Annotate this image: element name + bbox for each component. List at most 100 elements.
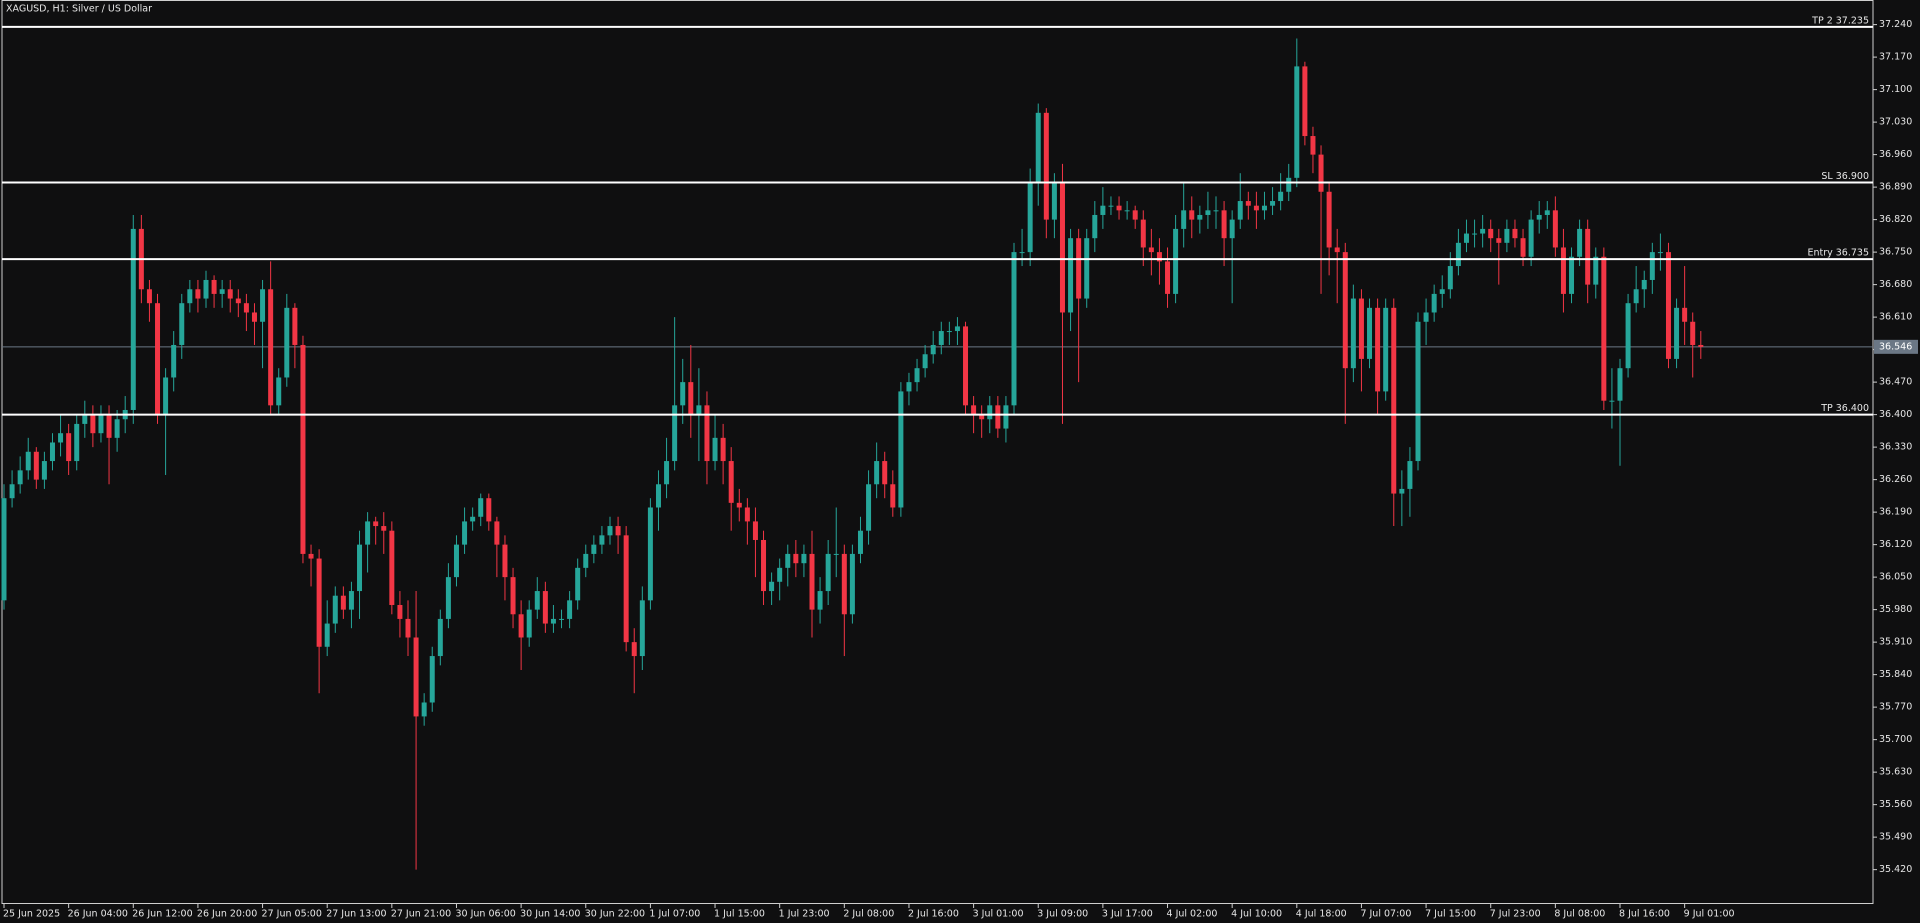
candle-body <box>348 591 354 610</box>
candle-body <box>647 507 653 601</box>
candle-body <box>1100 205 1106 215</box>
candle-body <box>631 642 637 657</box>
y-tick-label: 37.240 <box>1879 19 1912 30</box>
candle-body <box>1601 256 1607 401</box>
candle-body <box>1011 252 1017 406</box>
candle-body <box>664 461 670 485</box>
x-tick-label: 27 Jun 13:00 <box>326 909 386 920</box>
candle-body <box>1140 219 1146 248</box>
x-tick-label: 4 Jul 10:00 <box>1231 909 1282 920</box>
x-tick-label: 8 Jul 16:00 <box>1619 909 1670 920</box>
candle-body <box>1124 210 1130 212</box>
candle-body <box>1633 289 1639 304</box>
candle-body <box>655 484 661 508</box>
candle-body <box>874 461 880 485</box>
candle-body <box>292 307 298 345</box>
x-tick-label: 1 Jul 15:00 <box>714 909 765 920</box>
candle-body <box>1156 252 1162 262</box>
y-tick-label: 37.170 <box>1879 52 1912 63</box>
candle-body <box>1334 247 1340 253</box>
candle-body <box>696 405 702 415</box>
candle-body <box>1286 177 1292 192</box>
candle-body <box>1189 210 1195 220</box>
candle-body <box>1690 321 1696 345</box>
plot-frame <box>1 0 1874 904</box>
candle-body <box>1 498 7 601</box>
candle-body <box>946 331 952 333</box>
candle-body <box>761 539 767 592</box>
x-tick-label: 8 Jul 08:00 <box>1554 909 1605 920</box>
candle-body <box>1480 228 1486 234</box>
candle-body <box>1407 461 1413 489</box>
candle-body <box>841 553 847 615</box>
x-tick-label: 26 Jun 20:00 <box>197 909 257 920</box>
candle-body <box>542 591 548 624</box>
candle-body <box>890 484 896 508</box>
candle-body <box>550 618 556 624</box>
candle-body <box>33 451 39 480</box>
y-tick-label: 36.330 <box>1879 442 1912 453</box>
candle-body <box>373 521 379 527</box>
candle-body <box>413 637 419 717</box>
chart-title: XAGUSD, H1: Silver / US Dollar <box>6 4 152 15</box>
candle-body <box>1512 228 1518 239</box>
candle-body <box>1358 298 1364 359</box>
candle-body <box>1108 205 1114 207</box>
candle-body <box>1504 228 1510 243</box>
y-tick-label: 36.610 <box>1879 312 1912 323</box>
candle-body <box>502 544 508 578</box>
candle-body <box>1068 238 1074 313</box>
y-tick-label: 36.260 <box>1879 474 1912 485</box>
candle-body <box>98 414 104 434</box>
candle-body <box>478 498 484 517</box>
candle-body <box>510 577 516 615</box>
x-tick-label: 7 Jul 15:00 <box>1425 909 1476 920</box>
candle-body <box>106 414 112 438</box>
x-tick-label: 3 Jul 09:00 <box>1037 909 1088 920</box>
candle-body <box>251 312 257 322</box>
candle-body <box>49 442 55 462</box>
last-price-box <box>1874 339 1918 354</box>
candle-body <box>987 405 993 420</box>
candle-body <box>163 377 169 415</box>
candle-body <box>930 344 936 355</box>
y-tick-label: 35.490 <box>1879 832 1912 843</box>
candle-body <box>882 461 888 485</box>
candle-body <box>462 521 468 545</box>
candle-body <box>284 307 290 378</box>
candle-body <box>1342 252 1348 369</box>
candle-body <box>1294 66 1300 178</box>
candle-body <box>1310 136 1316 155</box>
x-tick-label: 2 Jul 16:00 <box>908 909 959 920</box>
candle-body <box>752 521 758 540</box>
candle-body <box>1423 312 1429 322</box>
candle-body <box>1367 307 1373 359</box>
candle-body <box>559 618 565 620</box>
candle-body <box>1116 205 1122 211</box>
candle-body <box>938 331 944 345</box>
candle-body <box>979 414 985 420</box>
x-tick-label: 7 Jul 07:00 <box>1360 909 1411 920</box>
candle-body <box>1173 228 1179 294</box>
y-tick-label: 36.680 <box>1879 279 1912 290</box>
candle-body <box>421 702 427 717</box>
x-tick-label: 26 Jun 12:00 <box>132 909 192 920</box>
candle-body <box>235 298 241 304</box>
candle-body <box>1019 252 1025 254</box>
candle-body <box>672 405 678 462</box>
candle-body <box>1609 400 1615 402</box>
candle-body <box>866 484 872 531</box>
candle-body <box>526 609 532 638</box>
candle-body <box>777 567 783 582</box>
candle-body <box>1520 238 1526 257</box>
x-tick-label: 3 Jul 01:00 <box>973 909 1024 920</box>
candle-body <box>308 553 314 559</box>
candle-body <box>1084 238 1090 299</box>
candle-body <box>453 544 459 578</box>
candle-body <box>1059 182 1065 313</box>
x-tick-label: 3 Jul 17:00 <box>1102 909 1153 920</box>
candle-body <box>1051 182 1057 220</box>
candle-body <box>219 289 225 294</box>
candle-body <box>243 303 249 313</box>
candle-body <box>1027 182 1033 253</box>
